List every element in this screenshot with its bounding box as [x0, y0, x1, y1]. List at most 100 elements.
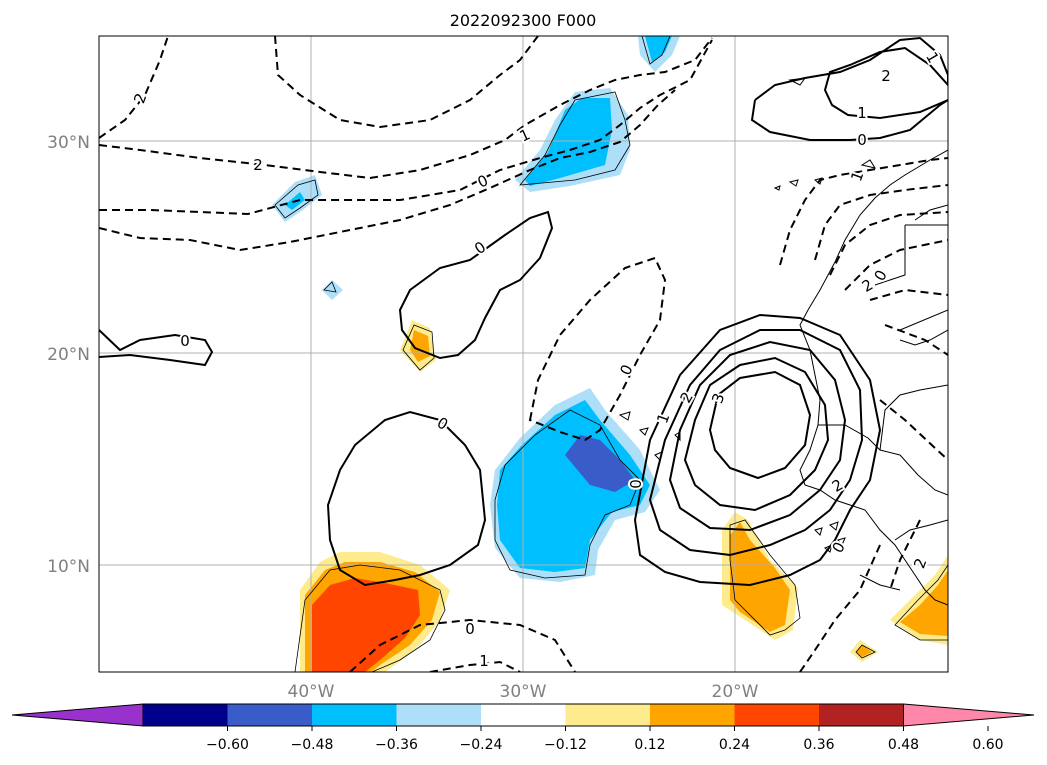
colorbar-segment	[734, 704, 820, 726]
anomaly-outline-e	[894, 564, 948, 641]
contours	[99, 36, 948, 672]
contour-label: 0	[857, 131, 867, 149]
contour-pos-0-mid	[398, 210, 554, 360]
positive-anomaly-e-core	[900, 570, 948, 636]
colorbar-segment	[143, 704, 228, 726]
colorbar-tick-label: −0.36	[375, 737, 418, 753]
colorbar-tick-label: 0.36	[803, 737, 834, 753]
colorbar-segment	[819, 704, 904, 726]
colorbar-segment	[227, 704, 313, 726]
lon-label: 40°W	[288, 682, 335, 702]
colorbar-tick-label: −0.24	[460, 737, 503, 753]
negative-anomaly-north-core	[525, 98, 612, 186]
contour-label: 0	[434, 413, 451, 433]
colorbar-tick-label: 0.60	[972, 737, 1003, 753]
contour-pos-0-right	[754, 36, 948, 120]
contour-label: 1	[517, 125, 533, 145]
anomaly-outline-c	[729, 519, 801, 636]
coastlines	[618, 77, 948, 606]
contour-label: 1	[847, 169, 867, 184]
anomaly-outline-north	[519, 91, 631, 186]
contour-label: 2	[253, 156, 263, 174]
contour-label: 0	[616, 362, 636, 378]
plot-frame	[98, 35, 949, 673]
contour-neg-e3	[829, 211, 948, 276]
contour-label: 1	[922, 49, 942, 66]
colorbar-tick-label: 0.12	[634, 737, 665, 753]
contour-neg-e6	[884, 324, 948, 356]
negative-anomaly-center-strong	[565, 435, 635, 492]
positive-anomaly-tiny-core	[856, 645, 872, 657]
contour-neg-e2	[814, 184, 948, 261]
contour-neg-e5	[869, 288, 948, 301]
map-plot-area: 2 2 1 0 0 0 0 0 0 1 2 3 2 1 0 1 1 2 0 0 …	[99, 36, 948, 672]
colorbar-segment	[312, 704, 397, 726]
lon-label: 30°W	[500, 682, 547, 702]
contour-label: 1	[857, 104, 867, 122]
contour-pos-0-r2	[750, 99, 948, 141]
lat-label: 30°N	[47, 133, 90, 153]
colorbar-extend-max	[903, 703, 1035, 727]
contour-neg-1	[99, 39, 713, 216]
anomaly-outline-small-a	[402, 324, 435, 371]
contour-neg-2-top	[274, 36, 539, 129]
contour-pos-0-west	[99, 329, 214, 367]
lat-label: 20°N	[47, 345, 90, 365]
contour-label: 0	[627, 479, 645, 489]
positive-anomaly-small-a-core	[410, 330, 430, 362]
contour-label: 2	[859, 275, 876, 295]
contour-label: 3	[708, 391, 728, 406]
map-title: 2022092300 F000	[450, 11, 597, 30]
shaded-anomalies	[272, 36, 948, 672]
colorbar: −0.60 −0.48 −0.36 −0.24 −0.12 0.12 0.24 0.36 0.4…	[11, 703, 1035, 753]
colorbar-tick-label: 0.48	[888, 737, 919, 753]
anomaly-outline-sw	[294, 564, 446, 672]
contour-pos-0-south	[326, 410, 487, 587]
contour-neg-e7	[879, 399, 948, 461]
negative-anomaly-dot	[322, 280, 343, 300]
contour-neg-2-nw	[99, 36, 169, 139]
contour-label: 2	[881, 67, 891, 85]
positive-anomaly-c-core	[730, 522, 790, 632]
contour-label: 2	[130, 91, 150, 106]
colorbar-segment	[481, 704, 566, 726]
contour-neg-2-long	[99, 37, 713, 180]
contour-neg-0	[99, 89, 676, 252]
anomaly-outline-top	[641, 36, 671, 65]
contour-neg-bottom	[349, 618, 576, 672]
lat-label: 10°N	[47, 557, 90, 577]
contour-neg-e9	[889, 519, 921, 591]
contour-neg-e8	[799, 544, 881, 672]
contour-label: 2	[829, 475, 846, 495]
colorbar-tick-label: 0.24	[719, 737, 750, 753]
colorbar-segment	[396, 704, 482, 726]
anomaly-outline-dot	[323, 281, 337, 293]
contour-neg-e4	[844, 239, 948, 291]
contour-label: 0	[180, 332, 190, 350]
contour-label: 2	[910, 556, 930, 571]
contour-ring-3	[683, 356, 830, 512]
contour-ring-0	[633, 313, 882, 587]
contour-ring-4	[708, 370, 812, 480]
anomaly-outline-tiny	[855, 644, 876, 659]
negative-anomaly-top-core	[645, 36, 672, 62]
contour-neg-center	[528, 256, 667, 442]
contour-label: 0	[465, 620, 475, 638]
graticule	[99, 36, 948, 672]
negative-anomaly-center-core	[497, 400, 650, 572]
colorbar-tick-label: −0.48	[291, 737, 334, 753]
contour-neg-e1	[779, 157, 948, 266]
colorbar-segment	[565, 704, 651, 726]
anomaly-outline-center	[494, 409, 641, 579]
colorbar-tick-label: −0.12	[544, 737, 587, 753]
colorbar-segment	[650, 704, 735, 726]
contour-neg-bottom2	[429, 660, 521, 672]
contour-ring-2	[668, 340, 847, 532]
colorbar-extend-min	[11, 703, 144, 727]
positive-anomaly-sw-core-red	[312, 578, 420, 672]
contour-ring-1	[648, 329, 864, 557]
colorbar-frame	[142, 703, 904, 727]
contour-label: 0	[475, 171, 491, 191]
anomaly-outline-nw	[274, 179, 319, 219]
